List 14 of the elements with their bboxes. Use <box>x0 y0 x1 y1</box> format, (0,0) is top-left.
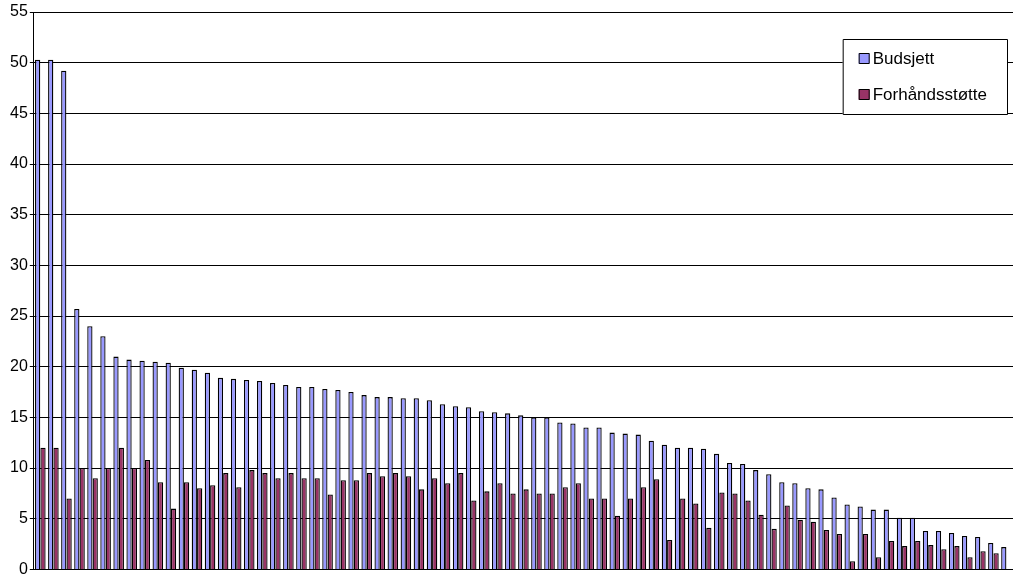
y-tick-label: 45 <box>10 103 28 121</box>
y-tick-label: 55 <box>10 2 28 20</box>
y-tick-label: 50 <box>10 53 28 71</box>
y-tick-label: 10 <box>10 458 28 476</box>
y-tick-label: 15 <box>10 407 28 425</box>
y-tick-label: 25 <box>10 306 28 324</box>
y-tick-label: 30 <box>10 255 28 273</box>
y-tick-label: 35 <box>10 205 28 223</box>
legend-label: Forhåndsstøtte <box>872 84 987 104</box>
y-tick-label: 40 <box>10 154 28 172</box>
y-tick-label: 5 <box>18 509 28 527</box>
legend-label: Budsjett <box>872 48 935 68</box>
y-tick-label: 20 <box>10 357 28 375</box>
y-tick-label: 0 <box>18 559 28 577</box>
